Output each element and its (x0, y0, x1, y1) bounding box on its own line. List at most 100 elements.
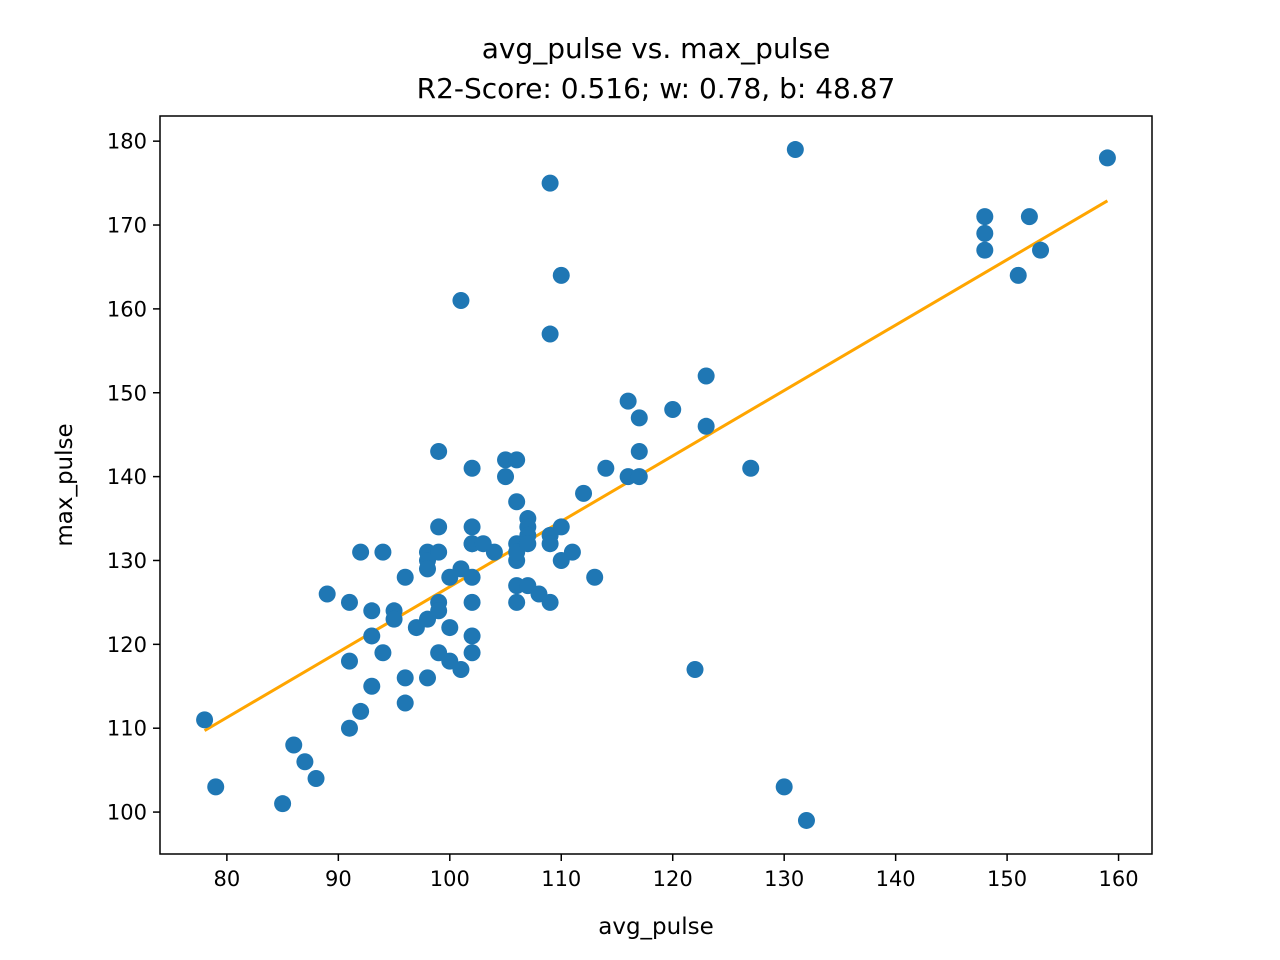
data-point (485, 543, 503, 561)
data-point (396, 694, 414, 712)
data-point (575, 484, 593, 502)
data-point (430, 543, 448, 561)
data-point (374, 543, 392, 561)
data-point (686, 661, 704, 678)
data-point (541, 593, 559, 611)
data-point (508, 493, 526, 511)
data-point (363, 677, 381, 695)
data-point (463, 459, 481, 477)
data-point (797, 811, 815, 829)
data-point (352, 543, 370, 561)
data-point (285, 736, 303, 754)
data-point (463, 568, 481, 586)
data-point (352, 702, 370, 720)
data-point (630, 442, 648, 460)
data-point (552, 518, 570, 536)
data-point (196, 711, 214, 729)
data-point (318, 585, 336, 603)
data-point (441, 619, 459, 637)
data-point (463, 627, 481, 645)
x-axis-label: avg_pulse (598, 914, 714, 940)
regression-line (203, 199, 1109, 732)
data-point (742, 459, 760, 477)
data-point (430, 518, 448, 536)
x-tick-label: 150 (987, 867, 1027, 891)
data-point (497, 468, 515, 486)
data-point (1098, 149, 1116, 167)
data-point (508, 451, 526, 469)
y-tick-label: 100 (107, 801, 147, 825)
x-tick-label: 130 (764, 867, 804, 891)
x-tick-label: 120 (653, 867, 693, 891)
data-point (340, 652, 358, 670)
data-point (563, 543, 581, 561)
fit-line-layer (203, 199, 1109, 732)
data-point (775, 778, 793, 796)
scatter-points (196, 141, 1116, 829)
data-point (630, 468, 648, 486)
data-point (976, 224, 994, 242)
y-axis-label: max_pulse (52, 423, 78, 546)
data-point (597, 459, 615, 477)
data-point (664, 401, 682, 419)
x-tick-label: 80 (214, 867, 241, 891)
y-axis-ticks: 100 110 120 130 140 150 160 170 180 (107, 130, 160, 825)
data-point (207, 778, 225, 796)
y-tick-label: 160 (107, 297, 147, 321)
data-point (452, 661, 470, 678)
data-point (630, 409, 648, 427)
data-point (274, 795, 292, 813)
data-point (430, 602, 448, 620)
data-point (976, 241, 994, 259)
y-tick-label: 150 (107, 381, 147, 405)
data-point (1009, 266, 1027, 284)
data-point (396, 669, 414, 687)
data-point (541, 535, 559, 553)
data-point (307, 770, 325, 788)
data-point (363, 602, 381, 620)
data-point (1020, 208, 1038, 226)
x-axis-ticks: 80 90 100 110 120 130 140 150 160 (214, 854, 1139, 891)
x-tick-label: 160 (1099, 867, 1139, 891)
y-tick-label: 110 (107, 717, 147, 741)
data-point (396, 568, 414, 586)
data-point (697, 367, 715, 385)
data-point (586, 568, 604, 586)
data-point (508, 593, 526, 611)
y-tick-label: 120 (107, 633, 147, 657)
data-point (1032, 241, 1050, 259)
y-tick-label: 130 (107, 549, 147, 573)
y-tick-label: 140 (107, 465, 147, 489)
chart-title: avg_pulse vs. max_pulse (482, 32, 831, 65)
x-tick-label: 140 (876, 867, 916, 891)
data-point (541, 325, 559, 343)
data-point (296, 753, 314, 771)
data-point (385, 610, 403, 628)
data-point (697, 417, 715, 435)
data-point (786, 141, 804, 159)
data-point (430, 442, 448, 460)
axes-frame (159, 115, 1153, 855)
data-point (463, 518, 481, 536)
y-tick-label: 170 (107, 214, 147, 238)
data-point (463, 593, 481, 611)
data-point (541, 174, 559, 192)
data-point (374, 644, 392, 662)
data-point (552, 266, 570, 284)
chart-subtitle: R2-Score: 0.516; w: 0.78, b: 48.87 (417, 72, 896, 105)
data-point (419, 560, 437, 578)
data-point (363, 627, 381, 645)
y-tick-label: 180 (107, 130, 147, 154)
data-point (340, 719, 358, 737)
data-point (340, 593, 358, 611)
x-tick-label: 110 (541, 867, 581, 891)
data-point (419, 669, 437, 687)
data-point (619, 392, 637, 410)
data-point (519, 535, 537, 553)
x-tick-label: 90 (325, 867, 352, 891)
data-point (452, 292, 470, 309)
data-point (976, 208, 994, 226)
x-tick-label: 100 (430, 867, 470, 891)
data-point (463, 644, 481, 662)
